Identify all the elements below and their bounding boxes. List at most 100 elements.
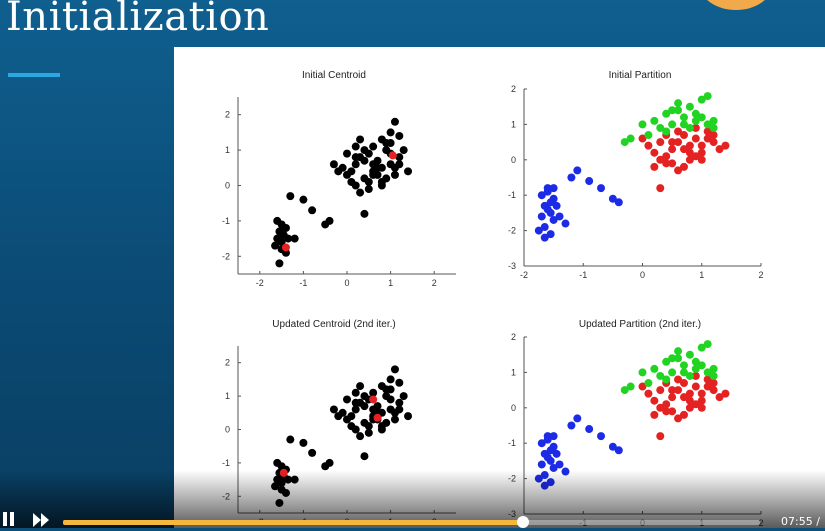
y-tick-label: -3 xyxy=(508,261,516,271)
title-underline xyxy=(8,73,60,77)
data-point xyxy=(351,388,360,397)
data-point xyxy=(284,234,293,243)
pause-button[interactable] xyxy=(2,512,16,526)
data-point xyxy=(674,127,683,136)
y-tick-label: 0 xyxy=(225,181,230,191)
data-point xyxy=(650,396,659,405)
data-point xyxy=(668,159,677,168)
chart-title: Updated Partition (2nd iter.) xyxy=(579,319,701,330)
data-point xyxy=(644,389,653,398)
data-point xyxy=(656,184,665,193)
data-point xyxy=(709,371,718,380)
data-point xyxy=(537,212,546,221)
data-point xyxy=(390,415,399,424)
data-point xyxy=(674,347,683,356)
y-tick-label: 0 xyxy=(511,403,516,413)
data-point xyxy=(668,368,677,377)
data-point xyxy=(691,382,700,391)
data-point xyxy=(703,120,712,129)
data-point xyxy=(395,378,404,387)
data-point xyxy=(299,438,308,447)
x-tick-label: 0 xyxy=(640,270,645,280)
y-tick-label: 2 xyxy=(511,332,516,342)
data-point xyxy=(709,386,718,395)
data-point xyxy=(546,198,555,207)
series-3 xyxy=(620,340,718,395)
y-tick-label: 0 xyxy=(511,155,516,165)
y-tick-label: 2 xyxy=(511,84,516,94)
data-point xyxy=(364,422,373,431)
data-point xyxy=(685,141,694,150)
data-point xyxy=(697,389,706,398)
data-point xyxy=(549,184,558,193)
y-tick-label: 2 xyxy=(225,358,230,368)
data-point xyxy=(540,223,549,232)
series-1 xyxy=(534,166,623,242)
data-point xyxy=(281,223,290,232)
data-point xyxy=(674,414,683,423)
data-point xyxy=(343,149,351,158)
data-point xyxy=(351,142,360,151)
progress-handle[interactable] xyxy=(517,516,530,528)
data-point xyxy=(703,340,712,349)
data-point xyxy=(679,393,688,402)
data-point xyxy=(351,398,360,407)
data-point xyxy=(662,152,671,161)
pause-icon xyxy=(3,512,7,526)
data-point xyxy=(697,361,706,370)
data-point xyxy=(662,400,671,409)
data-point xyxy=(277,238,286,247)
x-tick-label: -1 xyxy=(579,270,587,280)
y-tick-label: 1 xyxy=(225,145,230,155)
data-point xyxy=(679,113,688,122)
data-point xyxy=(540,233,549,242)
data-point xyxy=(549,215,558,224)
data-point xyxy=(364,149,373,158)
data-point xyxy=(685,396,694,405)
data-point xyxy=(697,141,706,150)
data-point xyxy=(668,393,677,402)
progress-fill xyxy=(63,520,524,525)
data-point xyxy=(567,173,576,182)
data-point xyxy=(377,422,386,431)
fast-forward-button[interactable] xyxy=(33,512,51,527)
chart-title: Initial Centroid xyxy=(302,70,366,81)
data-point xyxy=(351,425,360,434)
data-point xyxy=(674,99,683,108)
data-point xyxy=(626,134,635,143)
data-point xyxy=(638,134,647,143)
progress-bar[interactable] xyxy=(63,516,760,528)
data-point xyxy=(656,155,665,164)
data-point xyxy=(650,364,659,373)
x-tick-label: 2 xyxy=(758,270,763,280)
data-point xyxy=(697,148,706,157)
data-point xyxy=(395,153,404,162)
data-point xyxy=(715,145,724,154)
data-point xyxy=(382,146,391,155)
data-point xyxy=(721,389,730,398)
data-point xyxy=(620,138,629,147)
data-point xyxy=(543,205,552,214)
data-point xyxy=(620,386,629,395)
data-point xyxy=(325,216,334,225)
data-point xyxy=(281,243,290,252)
data-point xyxy=(674,106,683,115)
data-point xyxy=(697,155,706,164)
fast-forward-icon xyxy=(33,513,49,527)
data-point xyxy=(650,148,659,157)
data-point xyxy=(308,448,317,457)
data-point xyxy=(656,403,665,412)
data-point xyxy=(399,392,408,401)
data-point xyxy=(709,379,718,388)
data-point xyxy=(668,354,677,363)
x-tick-label: 1 xyxy=(388,278,393,288)
data-point xyxy=(662,127,671,136)
data-point xyxy=(373,413,382,422)
data-point xyxy=(638,368,647,377)
data-point xyxy=(691,152,700,161)
video-controls: 07:55 / xyxy=(0,508,825,528)
data-point xyxy=(555,212,564,221)
data-point xyxy=(573,414,582,423)
chart-title: Initial Partition xyxy=(609,70,672,81)
